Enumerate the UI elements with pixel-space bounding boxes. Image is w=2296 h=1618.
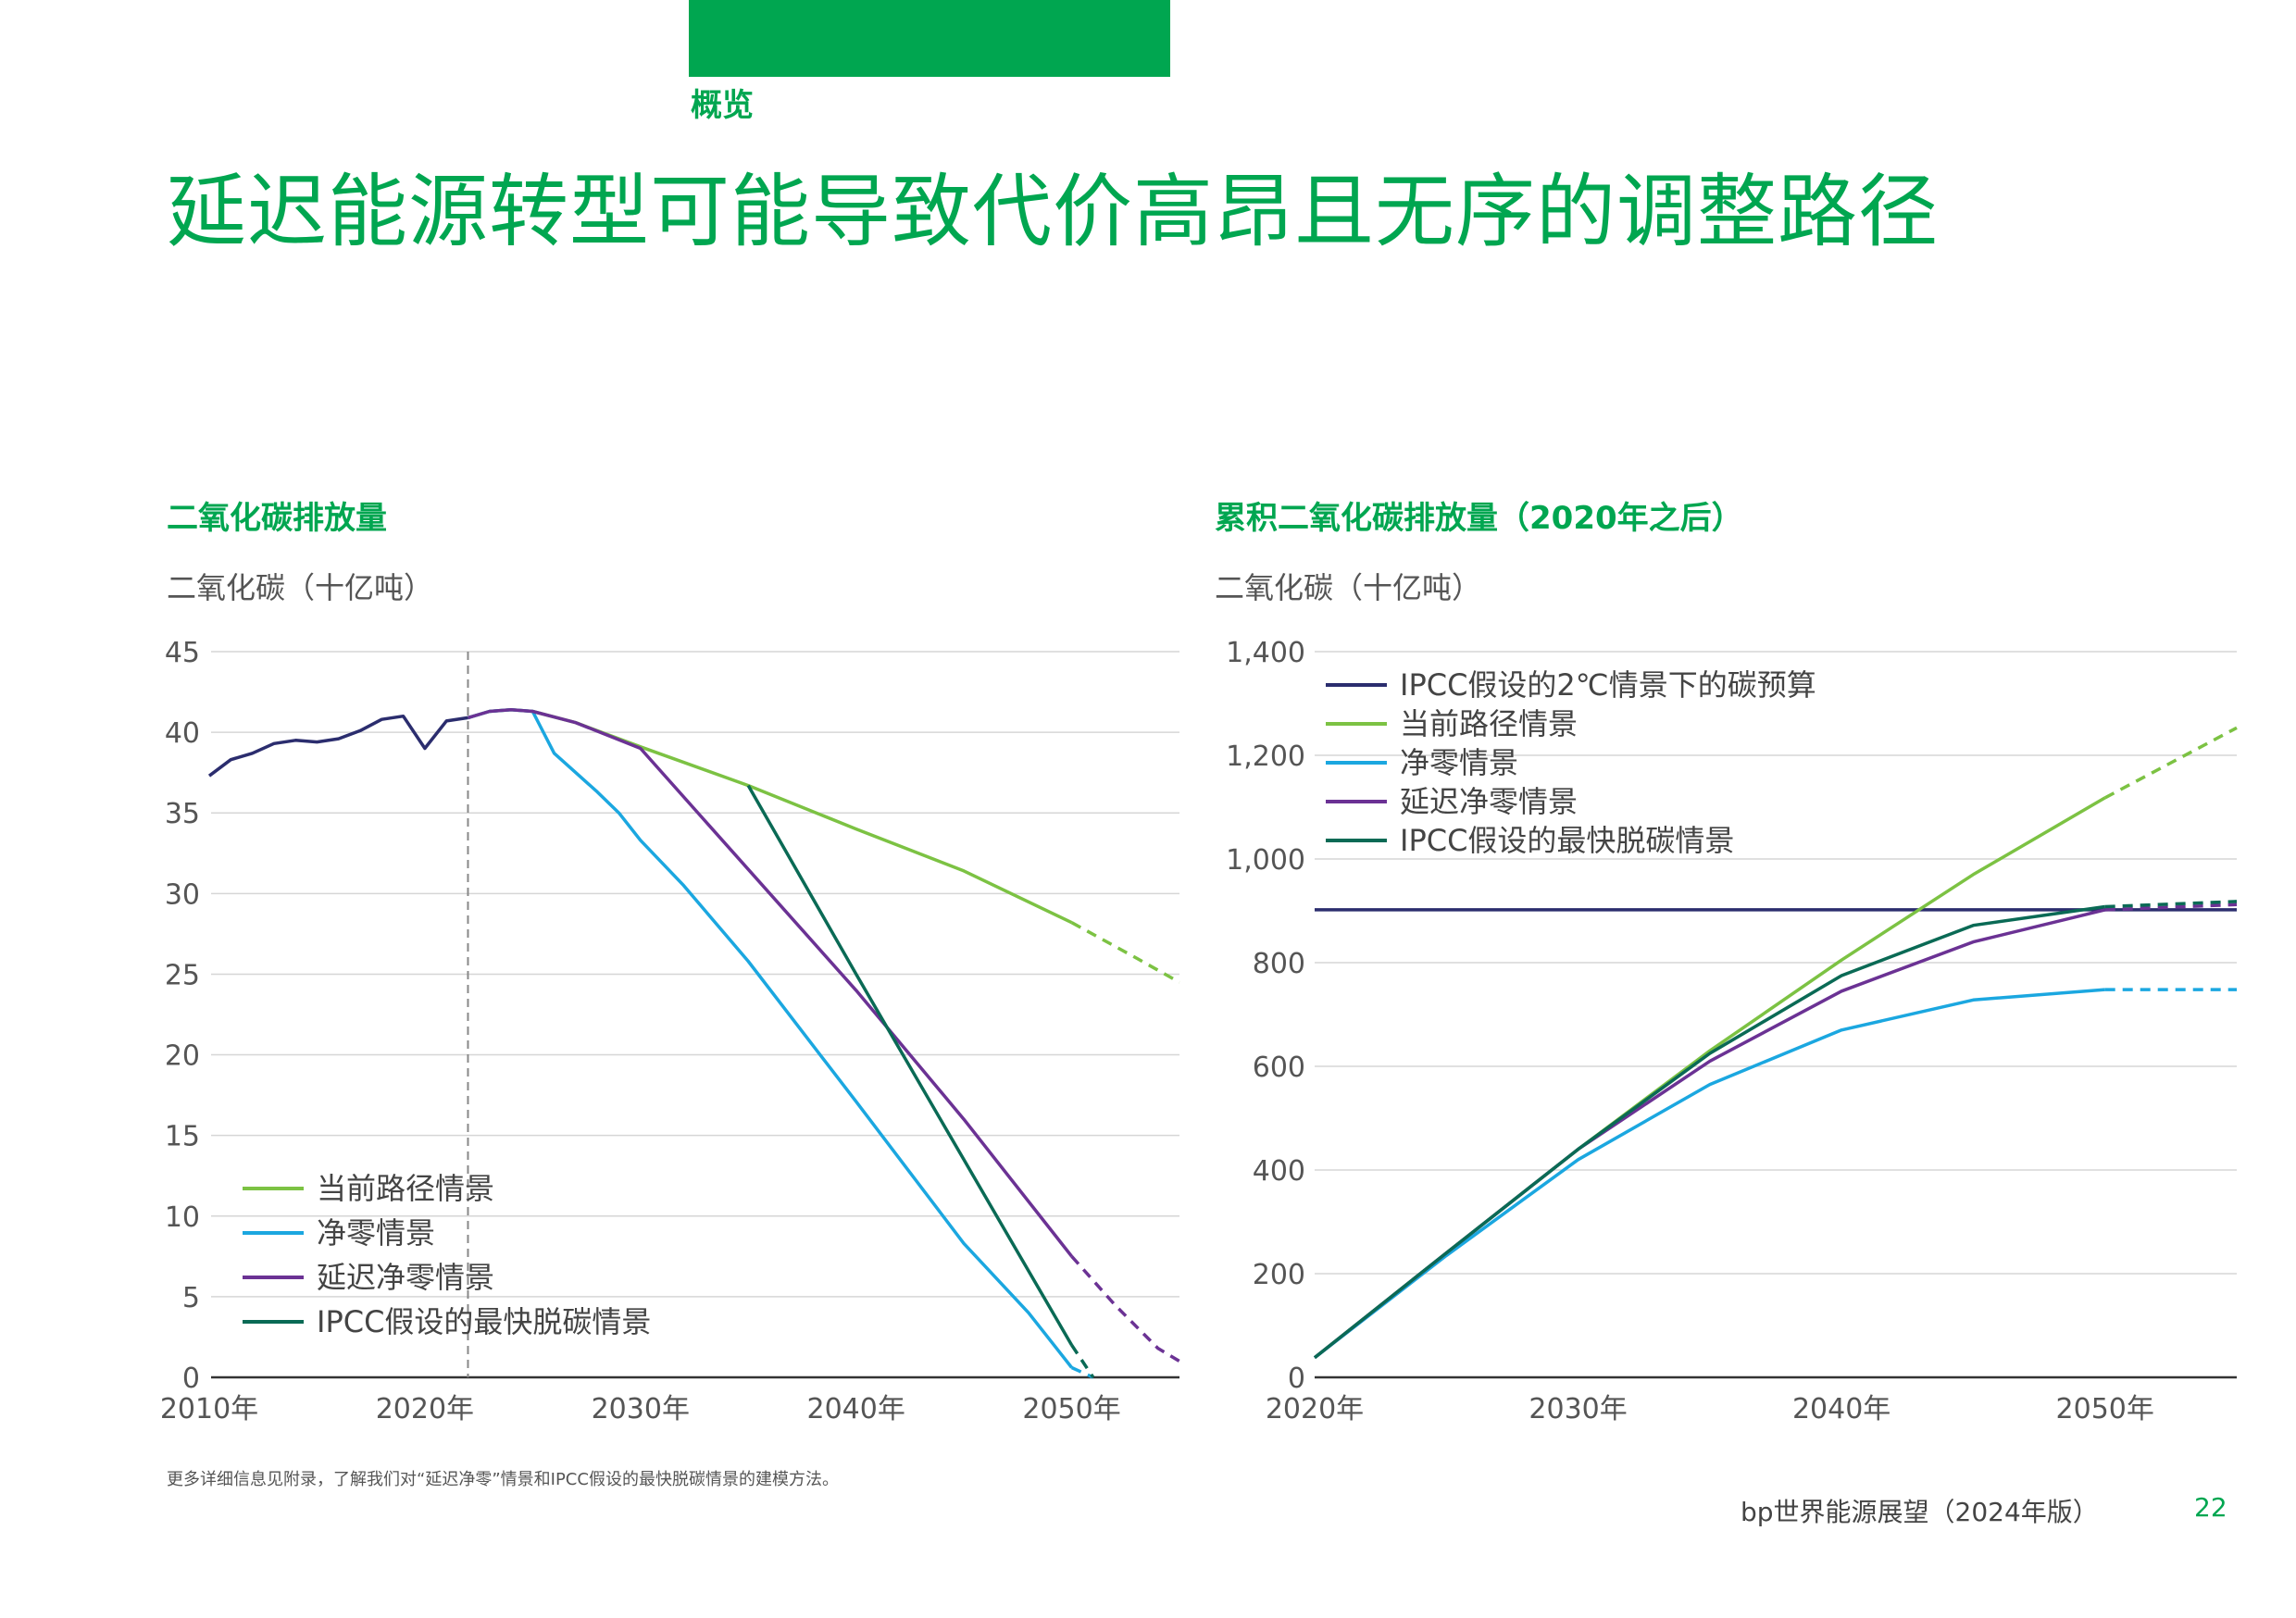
y-tick-label: 20 (165, 1040, 200, 1073)
y-tick-label: 30 (165, 878, 200, 911)
cumulative-emissions-chart: 0 200 400 600 800 1,000 1,200 1,400 2020年 2030年 20… (1226, 637, 2238, 1425)
y-tick-label: 0 (182, 1363, 200, 1395)
y-tick-label: 10 (165, 1201, 200, 1234)
x-tick-label: 2020年 (1266, 1393, 1364, 1425)
x-tick-label: 2030年 (1529, 1393, 1627, 1425)
legend-label-current: 当前路径情景 (317, 1171, 494, 1206)
x-tick-label: 2020年 (376, 1393, 474, 1425)
series-line-delayed (1313, 908, 2106, 1360)
series-line-ipcc_fastest (746, 784, 1074, 1347)
chart-title-emissions: 二氧化碳排放量 (167, 500, 387, 537)
y-tick-label: 400 (1253, 1155, 1305, 1188)
y-tick-label: 200 (1253, 1259, 1305, 1291)
chart-ylabel-emissions: 二氧化碳（十亿吨） (167, 570, 434, 605)
publication-title: bp世界能源展望（2024年版） (1741, 1497, 2099, 1527)
chart-ylabel-cumulative: 二氧化碳（十亿吨） (1215, 570, 1482, 605)
x-tick-label: 2040年 (1792, 1393, 1890, 1425)
page-title: 延迟能源转型可能导致代价高昂且无序的调整路径 (167, 166, 1939, 258)
series-dashed-ipcc_fastest (2104, 900, 2238, 909)
footnote: 更多详细信息见附录，了解我们对“延迟净零”情景和IPCC假设的最快脱碳情景的建模… (167, 1470, 839, 1489)
series-dashed-delayed (1070, 1255, 1180, 1363)
legend-label-delayed: 延迟净零情景 (317, 1260, 494, 1295)
y-tick-label: 1,000 (1226, 844, 1305, 877)
header-accent-bar (689, 0, 1170, 77)
section-label: 概览 (691, 87, 754, 124)
chart-title-cumulative: 累积二氧化碳排放量（2020年之后） (1215, 500, 1743, 537)
y-tick-label: 1,400 (1226, 637, 1305, 669)
y-tick-label: 600 (1253, 1052, 1305, 1084)
series-line-ipcc_fastest (1313, 904, 2105, 1360)
y-tick-label: 40 (165, 717, 200, 750)
x-tick-label: 2010年 (160, 1393, 258, 1425)
x-tick-label: 2050年 (2056, 1393, 2154, 1425)
legend-label-ipcc_fastest: IPCC假设的最快脱碳情景 (1400, 823, 1734, 858)
y-tick-label: 800 (1253, 948, 1305, 980)
series-dashed-delayed (2104, 902, 2238, 912)
emissions-chart: 0 5 10 15 20 25 30 35 40 45 2010年 2020年 2030年 2040年 20… (160, 637, 1180, 1425)
series-dashed-netzero (1070, 1365, 1094, 1379)
series-line-delayed (468, 707, 1073, 1258)
y-tick-label: 25 (165, 959, 200, 991)
legend-label-delayed: 延迟净零情景 (1400, 784, 1578, 819)
page-number: 22 (2194, 1492, 2227, 1523)
x-tick-label: 2030年 (592, 1393, 690, 1425)
y-tick-label: 45 (165, 637, 200, 669)
x-tick-label: 2050年 (1022, 1393, 1120, 1425)
series-dashed-ipcc_fastest (1070, 1344, 1095, 1378)
series-line-history (207, 714, 468, 778)
legend-label-ipcc_fastest: IPCC假设的最快脱碳情景 (317, 1304, 651, 1339)
series-dashed-current (2103, 726, 2238, 800)
series-dashed-current (1070, 921, 1180, 984)
y-tick-label: 0 (1288, 1363, 1305, 1395)
x-tick-label: 2040年 (806, 1393, 905, 1425)
legend-label-current: 当前路径情景 (1400, 706, 1578, 741)
y-tick-label: 15 (165, 1121, 200, 1153)
legend-label-netzero: 净零情景 (1400, 745, 1518, 780)
y-tick-label: 5 (182, 1282, 200, 1314)
legend-label-netzero: 净零情景 (317, 1215, 435, 1251)
legend-label-budget: IPCC假设的2℃情景下的碳预算 (1400, 667, 1816, 703)
y-tick-label: 35 (165, 798, 200, 830)
y-tick-label: 1,200 (1226, 741, 1305, 773)
series-line-netzero (1313, 988, 2105, 1360)
